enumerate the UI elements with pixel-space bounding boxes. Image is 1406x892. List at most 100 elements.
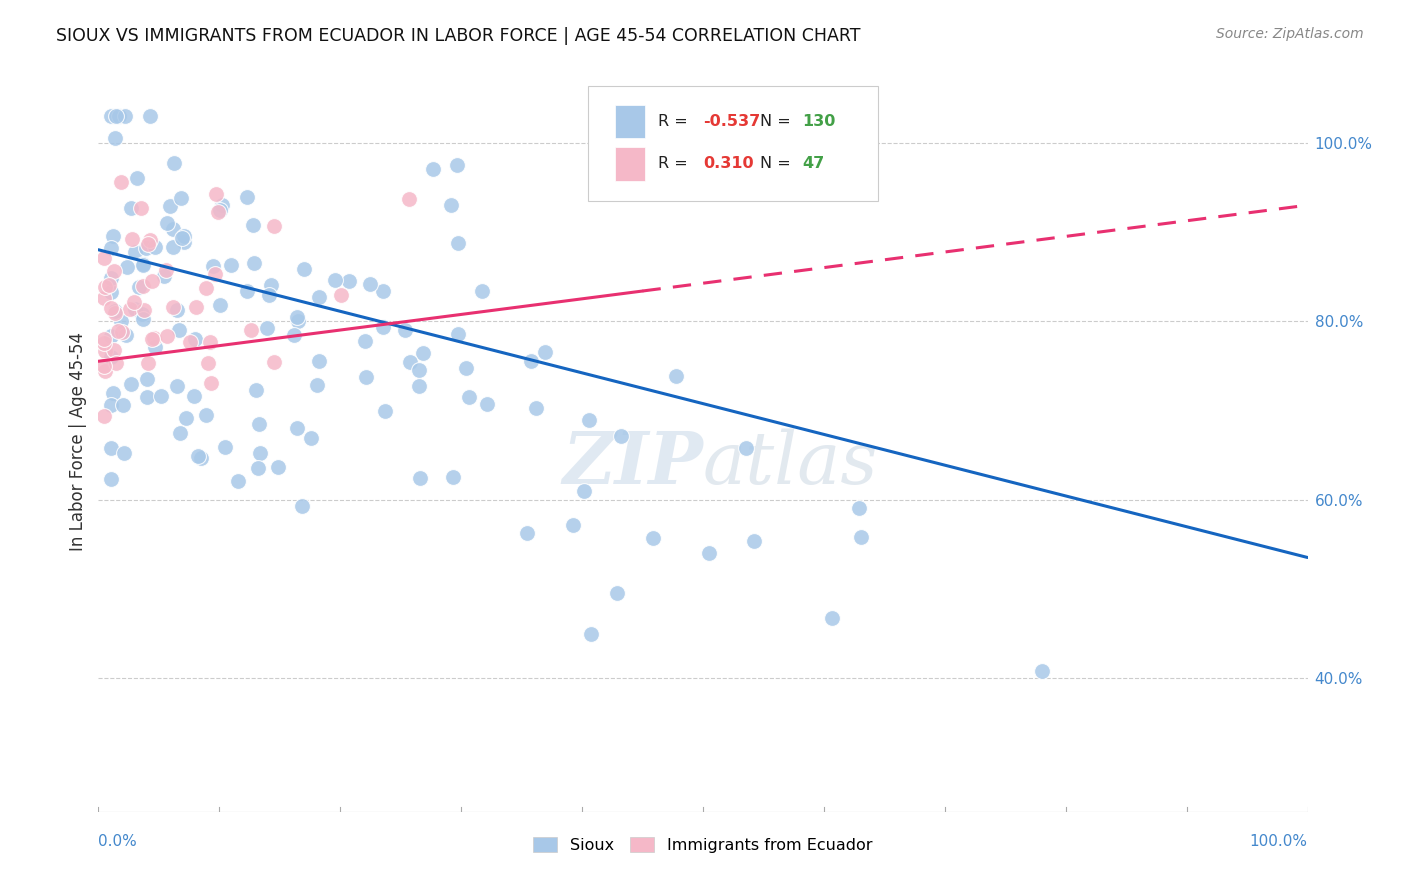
Point xyxy=(173,235,195,249)
Point xyxy=(308,290,330,304)
Point xyxy=(143,240,166,254)
Point xyxy=(330,287,353,301)
Point xyxy=(337,274,360,288)
Point xyxy=(446,158,468,172)
Point xyxy=(136,356,159,370)
Point xyxy=(121,201,143,215)
Point xyxy=(120,376,142,391)
Point xyxy=(93,409,115,423)
Point xyxy=(132,303,155,318)
Point xyxy=(398,355,420,369)
Point xyxy=(409,471,432,485)
Point xyxy=(299,431,322,445)
Point xyxy=(643,531,665,545)
Point xyxy=(141,331,163,345)
Text: -0.537: -0.537 xyxy=(703,114,761,129)
Point xyxy=(291,499,314,513)
Point xyxy=(94,343,117,358)
Point xyxy=(174,411,197,425)
Point xyxy=(578,413,600,427)
Point xyxy=(285,310,308,324)
Text: R =: R = xyxy=(658,114,693,129)
FancyBboxPatch shape xyxy=(614,105,645,138)
Point xyxy=(187,449,209,463)
Point xyxy=(259,277,281,292)
Point xyxy=(143,340,166,354)
Point xyxy=(214,441,236,455)
Point xyxy=(173,229,195,244)
Point xyxy=(257,288,280,302)
Point xyxy=(110,313,132,327)
Point xyxy=(94,363,117,377)
Point xyxy=(516,525,538,540)
Point xyxy=(408,379,430,393)
Point xyxy=(208,298,231,312)
Text: 130: 130 xyxy=(803,114,835,129)
Point xyxy=(323,273,346,287)
Point xyxy=(211,198,233,212)
Point xyxy=(169,323,191,337)
Point xyxy=(132,278,155,293)
Point xyxy=(236,190,259,204)
Point xyxy=(135,241,157,255)
Point xyxy=(142,331,165,345)
Point xyxy=(263,355,285,369)
Point xyxy=(94,280,117,294)
Point xyxy=(292,261,315,276)
Point xyxy=(742,534,765,549)
Point xyxy=(155,262,177,277)
Point xyxy=(247,460,270,475)
Point xyxy=(136,237,159,252)
Point xyxy=(562,517,585,532)
Point xyxy=(422,162,444,177)
Point xyxy=(219,258,242,272)
Point xyxy=(100,328,122,343)
Point xyxy=(162,300,184,314)
Text: Source: ZipAtlas.com: Source: ZipAtlas.com xyxy=(1216,27,1364,41)
Point xyxy=(101,386,124,401)
Point xyxy=(107,109,129,123)
Text: N =: N = xyxy=(759,114,796,129)
Point xyxy=(124,301,146,316)
Point xyxy=(305,378,328,392)
Point xyxy=(697,546,720,560)
Point xyxy=(267,459,290,474)
Point xyxy=(135,390,157,404)
Point xyxy=(100,301,122,315)
Point xyxy=(115,327,138,342)
Point xyxy=(440,198,463,212)
Point xyxy=(285,421,308,435)
Point xyxy=(131,257,153,271)
Point xyxy=(124,244,146,259)
Point xyxy=(249,446,271,460)
Point xyxy=(162,222,184,236)
Point xyxy=(135,372,157,386)
Text: 47: 47 xyxy=(803,156,824,171)
Point xyxy=(104,306,127,320)
Point xyxy=(156,216,179,230)
Point xyxy=(848,501,870,516)
Point xyxy=(169,191,191,205)
Point xyxy=(447,235,470,250)
Point xyxy=(100,350,122,364)
Point xyxy=(121,232,143,246)
Point xyxy=(207,204,229,219)
Point xyxy=(441,470,464,484)
Point xyxy=(100,241,122,255)
Point xyxy=(131,308,153,322)
Point xyxy=(156,329,179,343)
Point xyxy=(110,175,132,189)
Point xyxy=(398,192,420,206)
Text: 0.310: 0.310 xyxy=(703,156,754,171)
Point xyxy=(1031,664,1053,678)
Point xyxy=(204,267,226,281)
Text: 100.0%: 100.0% xyxy=(1250,834,1308,849)
FancyBboxPatch shape xyxy=(614,147,645,180)
FancyBboxPatch shape xyxy=(588,87,879,201)
Point xyxy=(359,277,381,291)
Point xyxy=(190,451,212,466)
Point xyxy=(122,295,145,310)
Point xyxy=(159,199,181,213)
Point xyxy=(139,233,162,247)
Point xyxy=(821,611,844,625)
